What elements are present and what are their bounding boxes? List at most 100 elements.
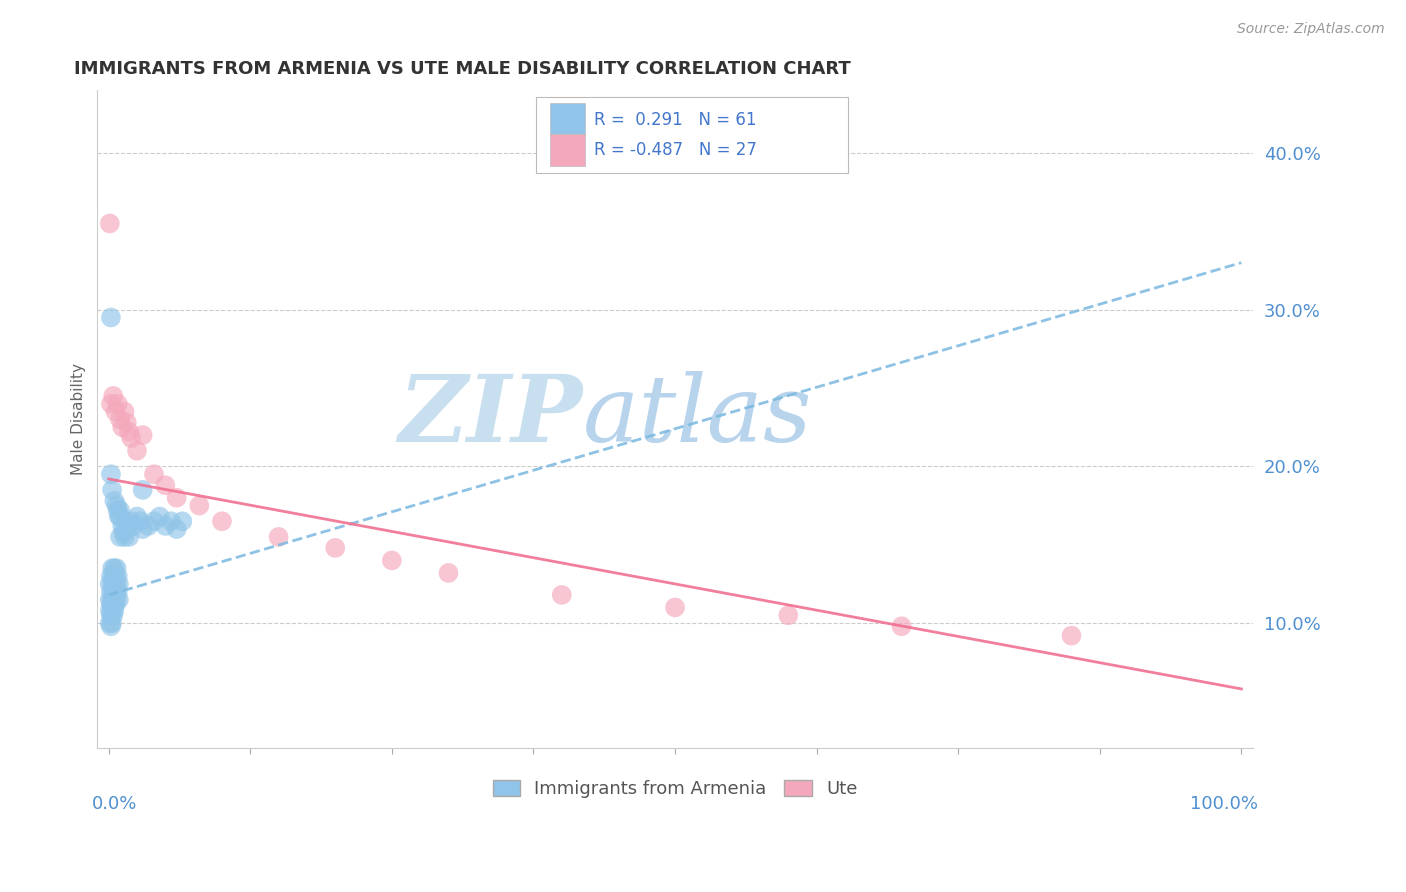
Point: [122, 519, 145, 533]
Point: [103, 597, 125, 611]
Text: ZIP: ZIP: [398, 371, 582, 461]
Point: [1060, 629, 1083, 643]
Point: [136, 519, 159, 533]
Point: [104, 584, 127, 599]
Point: [103, 561, 125, 575]
FancyBboxPatch shape: [550, 135, 585, 166]
Point: [111, 519, 134, 533]
Point: [778, 608, 800, 623]
Text: R =  0.291   N = 61: R = 0.291 N = 61: [595, 111, 756, 128]
Point: [103, 577, 125, 591]
Point: [155, 478, 177, 492]
Point: [100, 397, 122, 411]
Point: [108, 577, 131, 591]
Point: [105, 577, 128, 591]
Text: R = -0.487   N = 27: R = -0.487 N = 27: [595, 141, 756, 159]
Point: [166, 522, 188, 536]
Point: [101, 592, 124, 607]
Point: [101, 577, 124, 591]
Point: [98, 603, 121, 617]
Point: [155, 519, 177, 533]
Point: [172, 514, 194, 528]
Point: [103, 389, 125, 403]
Point: [100, 619, 122, 633]
Point: [323, 541, 346, 555]
Point: [98, 217, 121, 231]
Text: IMMIGRANTS FROM ARMENIA VS UTE MALE DISABILITY CORRELATION CHART: IMMIGRANTS FROM ARMENIA VS UTE MALE DISA…: [75, 60, 851, 78]
Point: [103, 608, 125, 623]
Point: [551, 588, 574, 602]
Point: [381, 553, 404, 567]
Legend: Immigrants from Armenia, Ute: Immigrants from Armenia, Ute: [485, 772, 865, 805]
Point: [437, 566, 460, 580]
Point: [267, 530, 290, 544]
Point: [108, 509, 131, 524]
Point: [131, 428, 153, 442]
Point: [129, 514, 152, 528]
Point: [108, 592, 131, 607]
FancyBboxPatch shape: [536, 97, 848, 172]
Point: [125, 509, 148, 524]
Point: [114, 514, 136, 528]
Point: [101, 616, 124, 631]
Point: [112, 525, 135, 540]
Point: [100, 597, 122, 611]
Y-axis label: Male Disability: Male Disability: [72, 363, 86, 475]
Point: [211, 514, 233, 528]
Point: [120, 431, 142, 445]
Point: [104, 597, 127, 611]
Point: [115, 416, 138, 430]
Text: 100.0%: 100.0%: [1191, 795, 1258, 813]
Point: [105, 592, 128, 607]
Point: [107, 569, 129, 583]
Point: [166, 491, 188, 505]
Text: Source: ZipAtlas.com: Source: ZipAtlas.com: [1237, 22, 1385, 37]
Point: [114, 530, 136, 544]
Point: [103, 584, 125, 599]
Point: [107, 503, 129, 517]
Point: [143, 467, 166, 482]
Point: [664, 600, 686, 615]
Point: [101, 603, 124, 617]
Point: [100, 310, 122, 325]
Point: [107, 584, 129, 599]
Point: [98, 577, 121, 591]
Point: [118, 425, 141, 439]
Point: [105, 499, 128, 513]
Point: [101, 561, 124, 575]
Point: [143, 514, 166, 528]
Point: [108, 412, 131, 426]
Point: [108, 503, 131, 517]
Point: [188, 499, 211, 513]
Point: [131, 522, 153, 536]
Point: [104, 569, 127, 583]
Point: [125, 443, 148, 458]
Point: [118, 530, 141, 544]
Point: [103, 603, 125, 617]
Point: [105, 561, 128, 575]
Point: [98, 616, 121, 631]
Point: [149, 509, 172, 524]
Point: [115, 522, 138, 536]
Point: [103, 494, 125, 508]
Point: [107, 397, 129, 411]
Text: atlas: atlas: [582, 371, 813, 461]
Point: [100, 584, 122, 599]
Point: [131, 483, 153, 497]
Point: [101, 483, 124, 497]
Point: [103, 569, 125, 583]
Point: [890, 619, 912, 633]
Point: [111, 420, 134, 434]
Point: [100, 467, 122, 482]
Point: [108, 530, 131, 544]
Point: [120, 514, 142, 528]
Point: [100, 608, 122, 623]
Point: [108, 509, 131, 524]
Text: 0.0%: 0.0%: [91, 795, 136, 813]
Point: [104, 404, 127, 418]
Point: [114, 404, 136, 418]
Point: [103, 592, 125, 607]
Point: [160, 514, 183, 528]
Point: [98, 592, 121, 607]
FancyBboxPatch shape: [550, 103, 585, 135]
